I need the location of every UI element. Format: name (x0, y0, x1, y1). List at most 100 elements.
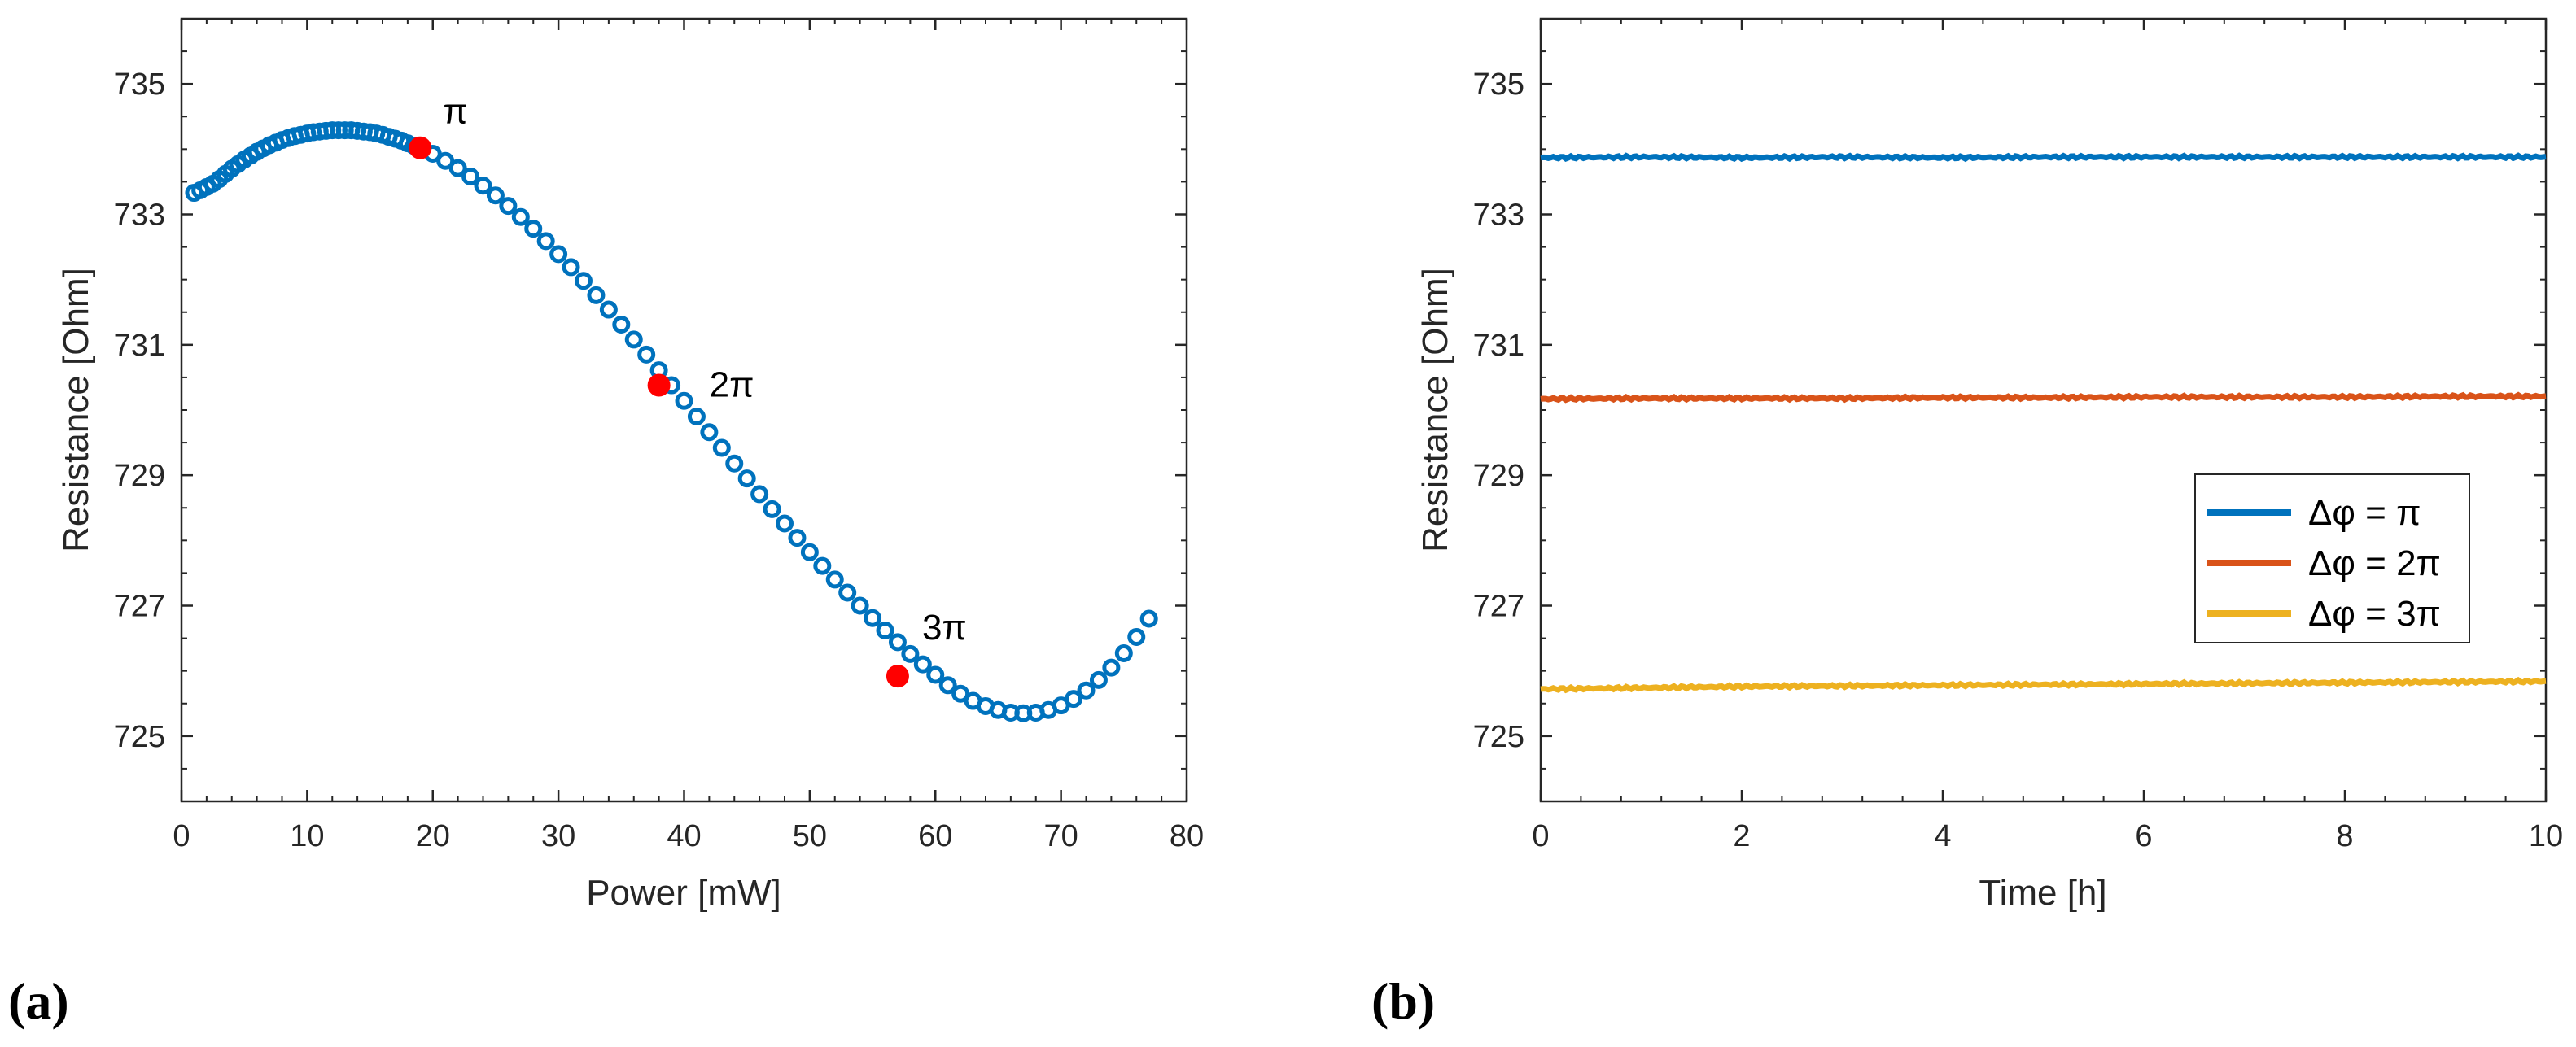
data-point (624, 330, 643, 349)
data-point (800, 543, 819, 561)
data-point (448, 159, 467, 177)
panel-a-y-tick-label: 727 (114, 590, 165, 624)
data-point (951, 684, 970, 703)
panel-a-x-tick-label: 80 (1170, 819, 1204, 853)
panel-b-x-tick-label: 0 (1532, 819, 1549, 853)
data-point (549, 245, 568, 264)
panel-b-legend: Δφ = π Δφ = 2π Δφ = 3π (2194, 473, 2470, 643)
highlight-point (886, 665, 909, 688)
panel-a-label: (a) (8, 972, 69, 1030)
panel-b-x-tick-label: 4 (1934, 819, 1951, 853)
panel-b-label: (b) (1371, 972, 1435, 1030)
data-point (587, 286, 606, 304)
panel-a-y-tick-label: 731 (114, 329, 165, 363)
panel-a-plot-box (180, 17, 1188, 803)
series-line (1540, 391, 2547, 404)
panel-a-x-axis-label: Power [mW] (586, 873, 781, 913)
panel-b-y-tick-label: 729 (1473, 459, 1524, 493)
highlight-point (409, 136, 432, 159)
data-point (926, 665, 945, 684)
phase-annotation: π (443, 92, 467, 132)
data-point (524, 220, 543, 238)
data-point (675, 391, 693, 410)
data-point (687, 408, 706, 426)
phase-annotation: 3π (922, 608, 967, 648)
data-point (461, 168, 480, 186)
data-point (750, 485, 769, 504)
data-point (562, 258, 580, 277)
panel-a-y-tick-label: 729 (114, 459, 165, 493)
legend-entry: Δφ = 3π (2308, 594, 2441, 634)
panel-b-x-tick-label: 6 (2135, 819, 2152, 853)
data-point (737, 469, 756, 488)
panel-b-x-tick-label: 2 (1733, 819, 1750, 853)
panel-b-y-tick-label: 733 (1473, 198, 1524, 233)
data-point (637, 345, 656, 364)
panel-b-plot-box (1539, 17, 2548, 803)
panel-b-ticks: 0 2 4 6 8 10 725 727 729 731 733 735 (1473, 19, 2563, 853)
data-point (876, 621, 894, 639)
panel-a-x-tick-label: 70 (1043, 819, 1078, 853)
highlight-point (647, 373, 671, 397)
data-point (901, 644, 920, 663)
data-point (776, 514, 794, 533)
panel-b-y-tick-label: 731 (1473, 329, 1524, 363)
panel-a-ticks: 0 10 20 30 40 50 60 70 80 725 727 729 731 733 735 (114, 19, 1204, 853)
panel-b-y-tick-label: 725 (1473, 720, 1524, 754)
panel-a-x-tick-label: 30 (541, 819, 575, 853)
data-point (838, 583, 857, 602)
data-point (1127, 627, 1146, 646)
data-point (436, 151, 455, 170)
data-point (788, 529, 807, 547)
data-point (1065, 690, 1083, 709)
panel-b-chart: 0 2 4 6 8 10 725 727 729 731 733 735 Time [h] Resis… (1371, 17, 2563, 1030)
data-point (1089, 670, 1108, 689)
data-point (486, 186, 505, 205)
panel-a-x-tick-label: 50 (793, 819, 827, 853)
panel-a-y-tick-label: 725 (114, 720, 165, 754)
data-point (499, 197, 518, 216)
panel-a-y-tick-label: 733 (114, 198, 165, 233)
data-point (700, 423, 719, 442)
panel-a-x-tick-label: 10 (290, 819, 324, 853)
data-point (851, 596, 869, 615)
data-point (612, 315, 631, 334)
data-point (474, 177, 492, 195)
data-point (536, 232, 555, 251)
panel-b-y-axis-label: Resistance [Ohm] (1415, 268, 1455, 552)
panel-b-y-tick-label: 727 (1473, 590, 1524, 624)
panel-b-y-tick-label: 735 (1473, 68, 1524, 102)
data-point (825, 570, 844, 589)
panel-a-y-axis-label: Resistance [Ohm] (56, 268, 96, 552)
panel-a-chart: 0 10 20 30 40 50 60 70 80 725 727 729 731 733 735 π 2π 3… (8, 17, 1204, 1030)
data-point (1139, 609, 1158, 628)
data-point (763, 500, 781, 518)
panel-a-highlights: π 2π 3π (409, 92, 967, 688)
data-point (864, 609, 882, 627)
panel-b-x-tick-label: 10 (2529, 819, 2563, 853)
series-line (1540, 676, 2547, 694)
data-point (725, 454, 744, 473)
data-point (913, 655, 932, 674)
phase-annotation: 2π (710, 365, 754, 405)
data-point (1114, 644, 1133, 663)
series-line (1540, 152, 2547, 163)
data-point (813, 556, 832, 575)
panel-a-x-tick-label: 60 (918, 819, 952, 853)
data-point (888, 633, 907, 652)
panel-a-x-tick-label: 40 (667, 819, 701, 853)
data-point (1077, 681, 1096, 700)
panel-a-y-tick-label: 735 (114, 68, 165, 102)
data-point (575, 272, 593, 290)
panel-a-x-tick-label: 20 (416, 819, 450, 853)
panel-b-x-tick-label: 8 (2336, 819, 2353, 853)
panel-b-lines (1540, 152, 2547, 694)
data-point (938, 676, 957, 695)
panel-a-x-tick-label: 0 (173, 819, 190, 853)
data-point (1102, 658, 1121, 677)
data-point (599, 300, 618, 319)
legend-entry: Δφ = π (2308, 493, 2421, 533)
data-point (712, 438, 731, 457)
legend-entry: Δφ = 2π (2308, 543, 2441, 583)
